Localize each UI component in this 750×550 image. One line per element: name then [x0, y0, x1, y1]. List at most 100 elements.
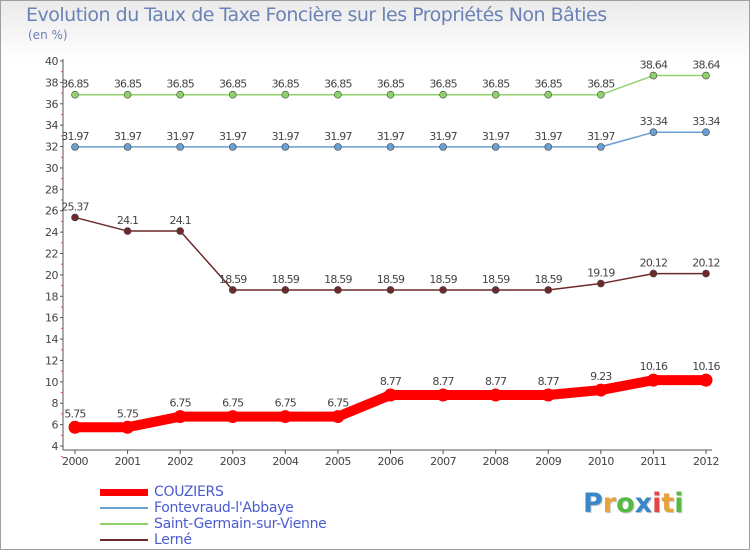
x-tick-label: 2005 [325, 455, 351, 468]
brand-letter: i [674, 488, 684, 519]
data-label: 31.97 [272, 130, 300, 143]
data-point [649, 71, 658, 80]
y-tick-label: 8 [52, 397, 59, 410]
data-point [226, 410, 240, 424]
data-point [384, 388, 397, 402]
brand-letter: r [602, 488, 617, 519]
y-tick-label: 12 [45, 354, 58, 367]
data-label: 36.85 [482, 78, 510, 91]
data-label: 18.59 [377, 273, 405, 286]
data-label: 33.34 [692, 115, 720, 128]
legend-label: COUZIERS [154, 484, 224, 500]
data-point [281, 286, 290, 294]
data-label: 36.85 [535, 78, 563, 91]
data-point [278, 410, 292, 424]
brand-logo: Proxiti [583, 488, 684, 519]
data-point [439, 143, 447, 151]
data-label: 36.85 [272, 78, 300, 91]
x-tick-label: 2010 [588, 455, 614, 468]
data-label: 36.85 [166, 78, 194, 91]
y-tick-label: 4 [52, 440, 59, 453]
y-tick-label: 40 [45, 55, 58, 68]
data-point [541, 388, 555, 402]
x-tick-label: 2006 [378, 455, 404, 468]
x-tick-label: 2000 [62, 455, 88, 468]
brand-letter: P [583, 488, 603, 519]
chart-title: Evolution du Taux de Taxe Foncière sur l… [26, 4, 607, 26]
brand-letter: t [661, 488, 675, 519]
x-tick-label: 2004 [272, 455, 298, 468]
data-label: 24.1 [117, 214, 138, 227]
data-label: 20.12 [640, 257, 668, 270]
data-label: 18.59 [272, 273, 300, 286]
data-point [228, 286, 237, 294]
data-label: 19.19 [587, 267, 615, 280]
data-point [649, 269, 658, 278]
data-point [702, 269, 710, 278]
data-label: 31.97 [482, 130, 510, 143]
data-label: 18.59 [324, 273, 352, 286]
data-point [544, 286, 553, 294]
y-tick-label: 10 [45, 376, 58, 389]
y-tick-label: 30 [45, 162, 58, 175]
data-point [176, 143, 184, 151]
data-point [121, 420, 135, 434]
data-label: 33.34 [640, 115, 668, 128]
data-point [597, 143, 605, 151]
x-tick-label: 2002 [167, 455, 193, 468]
data-label: 38.64 [640, 59, 668, 72]
data-label: 31.97 [324, 130, 352, 143]
x-tick-label: 2011 [640, 455, 666, 468]
legend-swatch [100, 523, 148, 525]
data-point [436, 388, 450, 402]
data-label: 18.59 [535, 273, 563, 286]
chart-subtitle: (en %) [28, 28, 68, 42]
data-label: 36.85 [377, 78, 405, 91]
data-label: 31.97 [535, 130, 563, 143]
data-point [71, 213, 79, 222]
data-label: 6.75 [327, 397, 349, 410]
data-point [123, 90, 132, 99]
data-point [544, 143, 553, 151]
data-point [71, 143, 79, 151]
data-point [491, 90, 500, 99]
data-label: 31.97 [166, 130, 194, 143]
data-point [123, 143, 132, 151]
y-tick-label: 22 [45, 248, 58, 261]
legend-swatch [100, 488, 148, 496]
data-label: 6.75 [275, 397, 297, 410]
data-point [699, 373, 713, 387]
data-label: 31.97 [114, 130, 142, 143]
x-tick-label: 2003 [220, 455, 246, 468]
data-label: 25.37 [61, 200, 89, 213]
data-point [173, 410, 187, 424]
data-point [597, 90, 605, 99]
data-label: 5.75 [64, 407, 86, 420]
data-point [491, 286, 500, 294]
data-point [334, 90, 342, 99]
data-label: 6.75 [170, 397, 192, 410]
y-tick-label: 16 [45, 312, 58, 325]
y-tick-label: 32 [45, 141, 58, 154]
data-label: 36.85 [429, 78, 457, 91]
x-tick-label: 2012 [693, 455, 719, 468]
data-label: 36.85 [324, 78, 352, 91]
data-point [68, 420, 82, 434]
data-point [594, 383, 608, 397]
data-label: 5.75 [117, 407, 139, 420]
data-label: 36.85 [587, 78, 615, 91]
data-point [228, 143, 237, 151]
data-label: 18.59 [482, 273, 510, 286]
data-label: 10.16 [692, 360, 720, 373]
data-label: 31.97 [61, 130, 89, 143]
y-tick-label: 34 [45, 119, 58, 132]
data-point [331, 410, 345, 424]
brand-letter: o [616, 488, 635, 519]
y-tick-label: 26 [45, 205, 58, 218]
brand-letter: i [652, 488, 662, 519]
data-label: 31.97 [587, 130, 615, 143]
brand-letter: x [634, 488, 653, 519]
y-tick-label: 36 [45, 98, 58, 111]
